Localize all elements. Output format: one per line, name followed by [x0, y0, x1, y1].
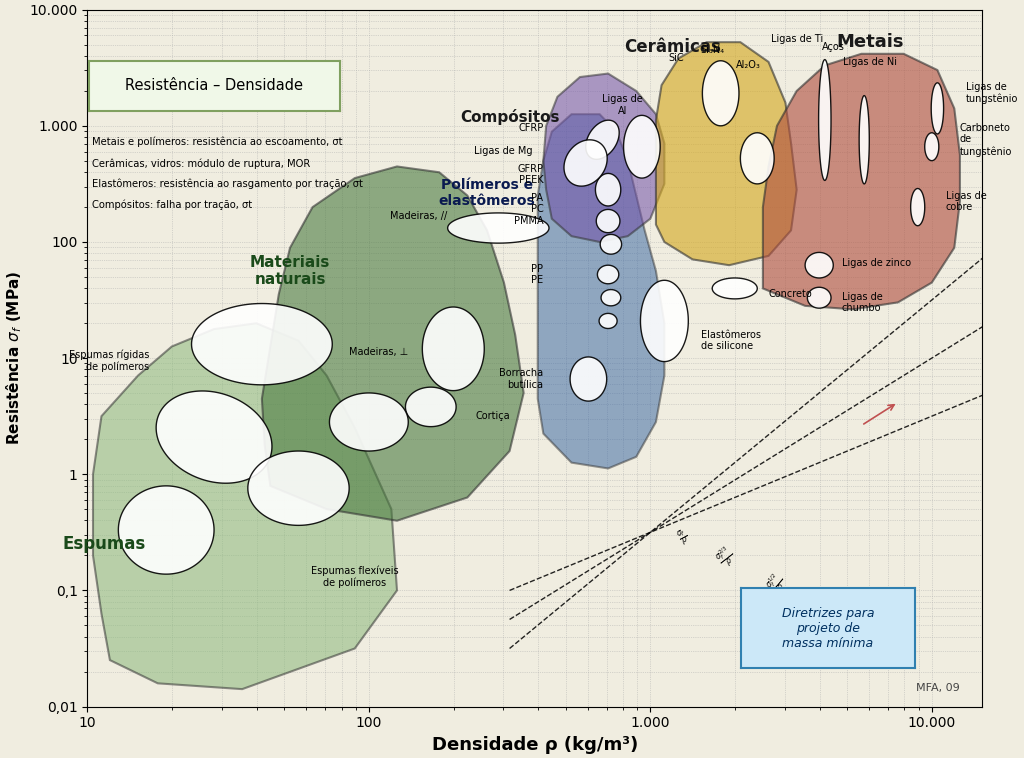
- Text: Elastômeros
de silicone: Elastômeros de silicone: [701, 330, 761, 352]
- Polygon shape: [597, 265, 618, 283]
- Polygon shape: [702, 61, 739, 126]
- Text: Ligas de Ti: Ligas de Ti: [770, 33, 823, 44]
- Polygon shape: [248, 451, 349, 525]
- Polygon shape: [910, 189, 925, 226]
- Polygon shape: [191, 303, 332, 385]
- Text: Al₂O₃: Al₂O₃: [736, 61, 761, 70]
- Text: Espumas flexíveis
de polímeros: Espumas flexíveis de polímeros: [311, 565, 398, 587]
- Text: Cerâmicas: Cerâmicas: [625, 38, 721, 56]
- Polygon shape: [447, 213, 549, 243]
- Polygon shape: [586, 121, 620, 159]
- Text: $\frac{\sigma_f}{\rho}$: $\frac{\sigma_f}{\rho}$: [675, 527, 693, 550]
- Text: CFRP: CFRP: [518, 123, 544, 133]
- Polygon shape: [596, 209, 620, 233]
- Text: Ligas de Ni: Ligas de Ni: [843, 57, 897, 67]
- Text: Cortiça: Cortiça: [476, 411, 510, 421]
- Polygon shape: [601, 290, 621, 305]
- Text: Cerâmicas, vidros: módulo de ruptura, MOR: Cerâmicas, vidros: módulo de ruptura, MO…: [92, 158, 310, 168]
- X-axis label: Densidade ρ (kg/m³): Densidade ρ (kg/m³): [432, 736, 638, 754]
- Text: Si₃N₄: Si₃N₄: [700, 45, 724, 55]
- Text: PA
PC
PMMA: PA PC PMMA: [514, 193, 544, 226]
- Polygon shape: [570, 357, 606, 401]
- Polygon shape: [807, 287, 831, 309]
- Polygon shape: [640, 280, 688, 362]
- Text: Espumas rígidas
de polímeros: Espumas rígidas de polímeros: [69, 349, 150, 371]
- Text: SiC: SiC: [669, 54, 684, 64]
- Text: Borracha
butílica: Borracha butílica: [500, 368, 544, 390]
- Text: Ligas de
tungstênio: Ligas de tungstênio: [966, 82, 1018, 105]
- Text: PP
PE: PP PE: [531, 264, 544, 285]
- Text: MFA, 09: MFA, 09: [916, 683, 959, 693]
- Text: Compósitos: falha por tração, σt: Compósitos: falha por tração, σt: [92, 199, 252, 210]
- Polygon shape: [925, 133, 939, 161]
- Text: Ligas de Mg: Ligas de Mg: [473, 146, 532, 156]
- Polygon shape: [406, 387, 456, 427]
- Polygon shape: [805, 252, 834, 278]
- Polygon shape: [93, 323, 397, 689]
- Text: Ligas de zinco: Ligas de zinco: [842, 258, 910, 268]
- Polygon shape: [422, 307, 484, 390]
- Text: Ligas de
Al: Ligas de Al: [602, 94, 642, 116]
- Polygon shape: [262, 167, 523, 521]
- Polygon shape: [931, 83, 943, 134]
- Text: $\frac{\sigma_f^{2/3}}{\rho}$: $\frac{\sigma_f^{2/3}}{\rho}$: [713, 543, 740, 572]
- Text: Compósitos: Compósitos: [460, 108, 559, 124]
- Polygon shape: [859, 96, 869, 184]
- Polygon shape: [538, 114, 665, 468]
- Polygon shape: [624, 115, 660, 178]
- Text: Metais e polímeros: resistência ao escoamento, σt: Metais e polímeros: resistência ao escoa…: [92, 136, 342, 147]
- Text: Madeiras, //: Madeiras, //: [390, 211, 447, 221]
- Text: Aços: Aços: [822, 42, 845, 52]
- Text: Espumas: Espumas: [62, 535, 145, 553]
- Text: Metais: Metais: [837, 33, 903, 52]
- Polygon shape: [713, 278, 758, 299]
- Text: Polímeros e
elastômeros: Polímeros e elastômeros: [438, 178, 536, 208]
- Polygon shape: [330, 393, 409, 451]
- Text: Carboneto
de
tungstênio: Carboneto de tungstênio: [959, 123, 1013, 157]
- Polygon shape: [564, 139, 607, 186]
- Text: Concreto: Concreto: [769, 290, 812, 299]
- Text: Madeiras, ⊥: Madeiras, ⊥: [349, 347, 409, 357]
- Y-axis label: Resistência $\sigma_f$ (MPa): Resistência $\sigma_f$ (MPa): [4, 271, 24, 445]
- Polygon shape: [740, 133, 774, 184]
- Polygon shape: [544, 74, 665, 242]
- Polygon shape: [595, 174, 621, 206]
- Text: GFRP
PEEK: GFRP PEEK: [517, 164, 544, 186]
- Polygon shape: [600, 234, 622, 254]
- Polygon shape: [656, 42, 797, 265]
- Polygon shape: [599, 313, 617, 328]
- Polygon shape: [119, 486, 214, 574]
- Text: $\frac{\sigma_f^{1/2}}{\rho}$: $\frac{\sigma_f^{1/2}}{\rho}$: [763, 571, 792, 598]
- Polygon shape: [763, 54, 959, 309]
- Polygon shape: [156, 391, 272, 483]
- Polygon shape: [818, 60, 831, 180]
- Text: Elastômeros: resistência ao rasgamento por tração, σt: Elastômeros: resistência ao rasgamento p…: [92, 178, 362, 189]
- Text: Ligas de
cobre: Ligas de cobre: [946, 190, 986, 212]
- Text: Materiais
naturais: Materiais naturais: [250, 255, 330, 287]
- Text: Ligas de
chumbo: Ligas de chumbo: [842, 292, 883, 313]
